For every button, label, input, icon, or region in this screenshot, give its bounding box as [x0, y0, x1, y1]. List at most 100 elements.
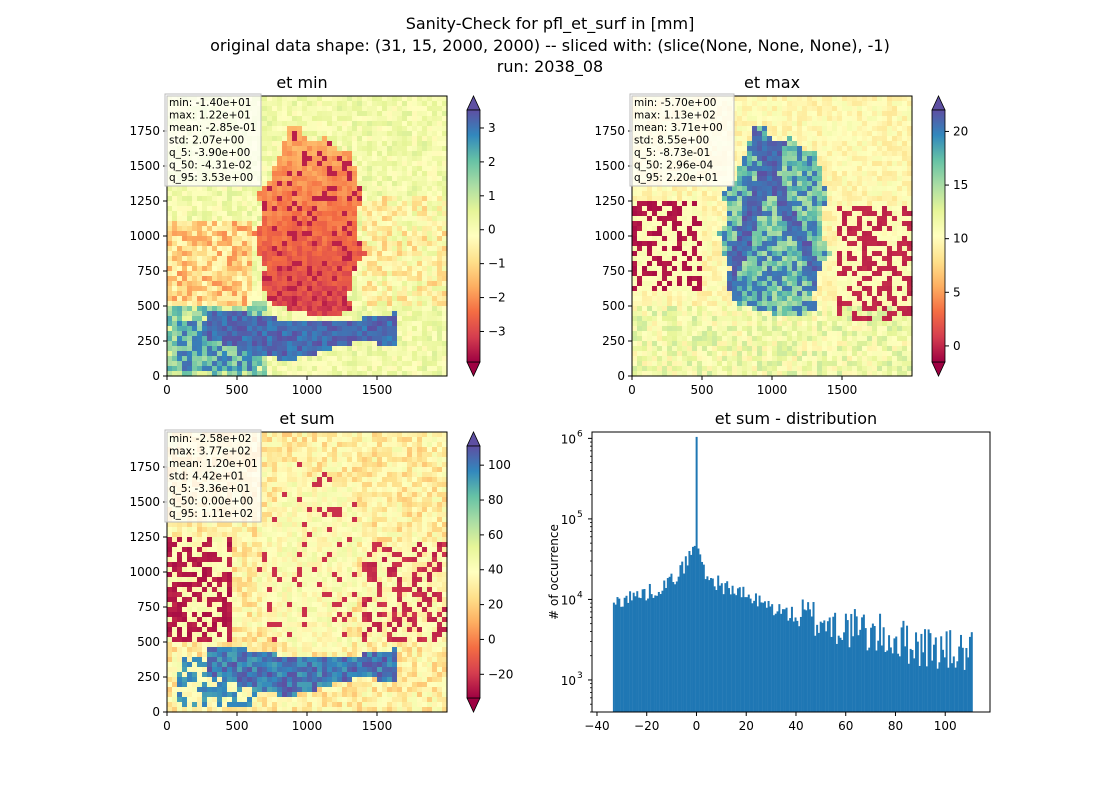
heatmap-cell [192, 221, 198, 227]
heatmap-cell [752, 146, 758, 152]
heatmap-cell [212, 326, 218, 332]
heatmap-cell [647, 231, 653, 237]
heatmap-cell [402, 226, 408, 232]
heatmap-cell [732, 226, 738, 232]
heatmap-cell [642, 196, 648, 202]
heatmap-cell [837, 181, 843, 187]
heatmap-cell [307, 96, 313, 102]
heatmap-cell [377, 201, 383, 207]
heatmap-cell [237, 196, 243, 202]
heatmap-cell [797, 156, 803, 162]
heatmap-cell [377, 116, 383, 122]
heatmap-cell [287, 196, 293, 202]
heatmap-cell [632, 251, 638, 257]
heatmap-cell [167, 341, 173, 347]
heatmap-cell [422, 246, 428, 252]
heatmap-cell [742, 176, 748, 182]
heatmap-cell [327, 126, 333, 132]
heatmap-cell [242, 261, 248, 267]
heatmap-cell [857, 211, 863, 217]
heatmap-cell [372, 106, 378, 112]
heatmap-cell [292, 336, 298, 342]
heatmap-cell [762, 176, 768, 182]
heatmap-cell [442, 211, 448, 217]
heatmap-cell [242, 366, 248, 372]
heatmap-cell [377, 366, 383, 372]
heatmap-cell [682, 206, 688, 212]
heatmap-cell [772, 111, 778, 117]
heatmap-cell [857, 241, 863, 247]
heatmap-cell [202, 331, 208, 337]
heatmap-cell [727, 221, 733, 227]
heatmap-cell [287, 356, 293, 362]
heatmap-cell [747, 116, 753, 122]
x-tick-label: 1500 [362, 383, 393, 397]
heatmap-cell [192, 326, 198, 332]
heatmap-cell [822, 246, 828, 252]
heatmap-cell [422, 231, 428, 237]
heatmap-cell [267, 271, 273, 277]
heatmap-cell [287, 301, 293, 307]
heatmap-cell [172, 296, 178, 302]
heatmap-cell [182, 291, 188, 297]
heatmap-cell [342, 366, 348, 372]
heatmap-cell [442, 106, 448, 112]
heatmap-cell [412, 221, 418, 227]
heatmap-cell [327, 326, 333, 332]
heatmap-cell [437, 96, 443, 102]
heatmap-cell [712, 206, 718, 212]
heatmap-cell [392, 246, 398, 252]
heatmap-cell [907, 196, 913, 202]
heatmap-cell [902, 216, 908, 222]
heatmap-cell [432, 176, 438, 182]
heatmap-cell [752, 141, 758, 147]
heatmap-cell [802, 111, 808, 117]
heatmap-cell [287, 331, 293, 337]
heatmap-cell [727, 191, 733, 197]
heatmap-cell [432, 141, 438, 147]
heatmap-cell [892, 231, 898, 237]
heatmap-cell [417, 266, 423, 272]
heatmap-cell [822, 181, 828, 187]
heatmap-cell [252, 356, 258, 362]
heatmap-cell [212, 371, 218, 377]
heatmap-cell [267, 331, 273, 337]
heatmap-cell [322, 246, 328, 252]
heatmap-cell [692, 226, 698, 232]
heatmap-cell [197, 271, 203, 277]
heatmap-cell [372, 366, 378, 372]
heatmap-cell [432, 211, 438, 217]
heatmap-cell [802, 161, 808, 167]
heatmap-cell [387, 146, 393, 152]
heatmap-cell [322, 96, 328, 102]
heatmap-cell [847, 116, 853, 122]
heatmap-cell [377, 131, 383, 137]
heatmap-cell [427, 216, 433, 222]
heatmap-cell [412, 116, 418, 122]
heatmap-cell [342, 296, 348, 302]
heatmap-cell [797, 226, 803, 232]
heatmap-cell [397, 186, 403, 192]
heatmap-cell [847, 121, 853, 127]
heatmap-cell [177, 296, 183, 302]
heatmap-cell [827, 126, 833, 132]
heatmap-cell [742, 146, 748, 152]
heatmap-cell [217, 356, 223, 362]
heatmap-cell [822, 116, 828, 122]
heatmap-cell [437, 341, 443, 347]
heatmap-cell [282, 101, 288, 107]
heatmap-cell [317, 361, 323, 367]
heatmap-cell [787, 196, 793, 202]
heatmap-cell [167, 206, 173, 212]
heatmap-cell [402, 361, 408, 367]
heatmap-cell [852, 101, 858, 107]
heatmap-cell [417, 111, 423, 117]
heatmap-cell [367, 301, 373, 307]
heatmap-cell [852, 171, 858, 177]
heatmap-cell [817, 111, 823, 117]
heatmap-cell [242, 191, 248, 197]
heatmap-cell [852, 121, 858, 127]
heatmap-cell [682, 216, 688, 222]
heatmap-cell [242, 216, 248, 222]
heatmap-cell [407, 156, 413, 162]
